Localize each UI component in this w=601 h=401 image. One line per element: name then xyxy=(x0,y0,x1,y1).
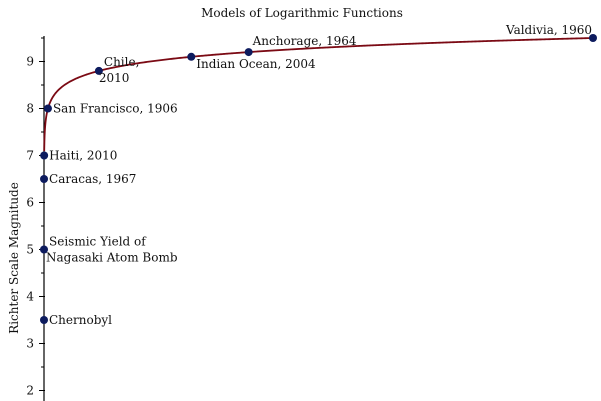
data-label: Caracas, 1967 xyxy=(49,172,136,186)
data-points xyxy=(40,34,597,324)
data-label-line: San Francisco, 1906 xyxy=(53,102,178,116)
y-tick-label: 4 xyxy=(26,290,34,304)
data-label-line: Seismic Yield of xyxy=(49,235,147,249)
data-label-line: Chile, xyxy=(104,55,140,69)
data-label: Indian Ocean, 2004 xyxy=(196,57,316,71)
data-label-line: Anchorage, 1964 xyxy=(252,34,357,48)
data-point xyxy=(40,175,49,183)
data-label-line: Haiti, 2010 xyxy=(49,149,117,163)
y-tick-label: 5 xyxy=(26,243,34,257)
data-point xyxy=(40,245,48,254)
y-tick-label: 2 xyxy=(26,384,34,398)
y-tick-label: 6 xyxy=(26,196,34,210)
data-point xyxy=(589,34,597,42)
y-axis-label: Richter Scale Magnitude xyxy=(7,182,21,334)
y-tick-label: 9 xyxy=(26,55,34,69)
data-label: San Francisco, 1906 xyxy=(53,102,178,116)
data-label: Chile, 2010 xyxy=(99,55,140,85)
data-label-line: 2010 xyxy=(99,71,130,85)
data-point xyxy=(43,104,52,113)
data-label: Chernobyl xyxy=(49,313,112,327)
data-label-line: Chernobyl xyxy=(49,313,112,327)
data-point xyxy=(40,151,49,160)
data-point xyxy=(187,52,196,61)
data-labels: Chernobyl Seismic Yield of Nagasaki Atom B… xyxy=(46,23,592,327)
data-label-line: Nagasaki Atom Bomb xyxy=(46,251,178,265)
data-label: Valdivia, 1960 xyxy=(505,23,592,37)
y-ticks: 2 3 4 5 6 7 8 9 xyxy=(26,37,45,398)
data-label-line: Caracas, 1967 xyxy=(49,172,136,186)
data-point xyxy=(40,316,48,324)
y-tick-label: 3 xyxy=(26,337,34,351)
data-label: Seismic Yield of Nagasaki Atom Bomb xyxy=(46,235,178,265)
data-point xyxy=(244,48,253,57)
chart-title: Models of Logarithmic Functions xyxy=(201,6,403,20)
log-curve xyxy=(43,37,593,152)
data-label-line: Indian Ocean, 2004 xyxy=(196,57,316,71)
y-tick-label: 7 xyxy=(26,149,34,163)
data-point xyxy=(94,66,103,75)
y-tick-label: 8 xyxy=(26,102,34,116)
data-label: Haiti, 2010 xyxy=(49,149,117,163)
data-label: Anchorage, 1964 xyxy=(252,34,357,48)
data-label-line: Valdivia, 1960 xyxy=(505,23,592,37)
